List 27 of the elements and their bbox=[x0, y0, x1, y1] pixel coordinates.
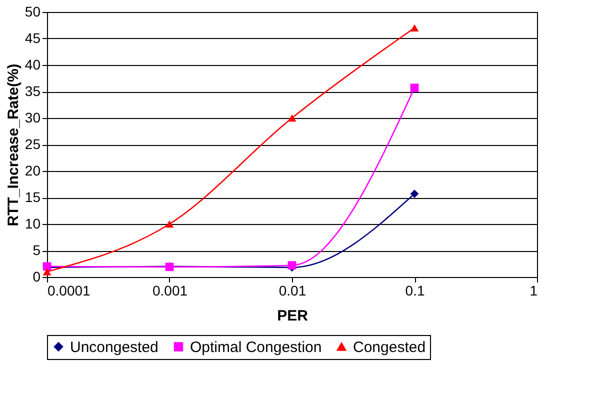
x-tick-label: 0.001 bbox=[152, 282, 188, 298]
y-tick-label: 40 bbox=[24, 56, 41, 72]
x-tick-label: 1 bbox=[530, 282, 538, 298]
y-tick-label: 5 bbox=[32, 242, 41, 258]
legend-label: Uncongested bbox=[70, 338, 158, 356]
y-tick-label: 15 bbox=[24, 189, 41, 205]
legend-label: Congested bbox=[353, 338, 426, 356]
point bbox=[410, 190, 419, 198]
point bbox=[410, 24, 419, 32]
point bbox=[165, 220, 174, 228]
x-axis-title: PER bbox=[277, 308, 308, 324]
point bbox=[410, 84, 419, 92]
y-tick-label: 30 bbox=[24, 110, 41, 126]
y-tick-label: 50 bbox=[24, 4, 41, 20]
point bbox=[288, 114, 296, 122]
x-tick-label: 0.0001 bbox=[48, 282, 91, 298]
y-tick-label: 0 bbox=[32, 268, 41, 284]
y-tick-label: 45 bbox=[24, 30, 41, 46]
y-tick-label: 20 bbox=[24, 162, 41, 178]
y-tick-label: 10 bbox=[24, 216, 41, 232]
legend-label: Optimal Congestion bbox=[190, 338, 322, 356]
y-axis-title: RTT_Increase_Rate(%) bbox=[4, 64, 22, 226]
point bbox=[42, 268, 52, 276]
x-tick-label: 0.1 bbox=[405, 282, 425, 298]
y-tick-label: 25 bbox=[24, 136, 41, 152]
x-tick-label: 0.01 bbox=[278, 282, 306, 298]
y-tick-label: 35 bbox=[24, 83, 41, 99]
